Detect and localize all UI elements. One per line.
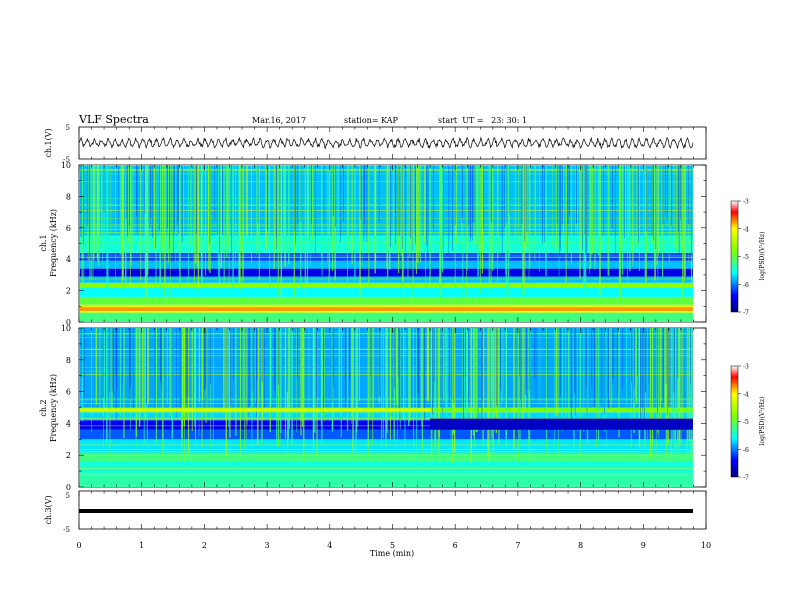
ch1-colorbar: -3 -4 -5 -6 -7 log(PSD)(V²/Hz): [730, 199, 766, 317]
colorbar-tick-label: -6: [743, 282, 749, 289]
header-date: Mar.16, 2017: [252, 116, 306, 125]
freq-tick-label: 0: [66, 318, 71, 327]
freq-tick-label: 2: [66, 451, 71, 460]
ch2-colorbar-label: log(PSD)(V²/Hz): [759, 397, 766, 446]
colorbar-tick-label: -6: [743, 447, 749, 454]
ch1-colorbar-gradient: [730, 200, 739, 313]
ch1-ylabel: ch.1(V): [44, 128, 53, 157]
ch1-colorbar-label: log(PSD)(V²/Hz): [759, 232, 766, 281]
colorbar-tick-label: -3: [743, 364, 749, 371]
freq-tick-label: 10: [61, 324, 71, 333]
no-data-margin: [693, 165, 706, 322]
freq-tick-label: 4: [66, 255, 71, 264]
time-tick-label: 7: [515, 541, 520, 550]
ch1-spectrogram-image: [80, 165, 706, 322]
ch3-time-ticks: [78, 491, 707, 529]
ch2-colorbar-ticks: -3 -4 -5 -6 -7: [738, 364, 749, 482]
ch2-colorbar: -3 -4 -5 -6 -7 log(PSD)(V²/Hz): [730, 364, 766, 482]
time-tick-label: 6: [453, 541, 458, 550]
ch3-ytick-bottom: -5: [63, 526, 70, 534]
spectrogram-band: [80, 268, 693, 277]
time-tick-label: 2: [202, 541, 207, 550]
colorbar-tick-label: -5: [743, 419, 749, 426]
time-tick-label: 0: [76, 541, 81, 550]
time-tick-label: 3: [265, 541, 270, 550]
ch3-ytick-top: 5: [66, 492, 70, 500]
spectrogram-band: [80, 312, 693, 322]
ch3-waveform-panel: ch.3(V) 5 -5 0 1 2 3 4 5 6 7 8 9 10 Time (min): [44, 490, 711, 558]
spectrogram-band: [80, 276, 693, 283]
quiet-band: [430, 418, 693, 430]
freq-tick-label: 6: [66, 224, 71, 233]
ch1-spec-yticks: 0 2 4 6 8 10: [61, 161, 706, 327]
spectrogram-band: [80, 461, 693, 475]
ch2-spec-ylabel-freq: Frequency (kHz): [49, 374, 58, 442]
freq-tick-label: 6: [66, 388, 71, 397]
time-axis-label: Time (min): [370, 549, 414, 558]
ch1-ytick-top: 5: [66, 124, 70, 132]
colorbar-tick-label: -3: [743, 199, 749, 206]
spectrogram-band: [80, 474, 693, 487]
freq-tick-label: 8: [66, 356, 71, 365]
freq-tick-label: 0: [66, 483, 71, 492]
emission-band: [80, 408, 432, 412]
time-tick-label: 10: [701, 541, 711, 550]
freq-tick-label: 4: [66, 419, 71, 428]
header-station: station= KAP: [344, 116, 399, 125]
ch1-spectrogram-panel: 0 2 4 6 8 10 ch.1 Frequency (kHz): [39, 161, 707, 327]
ch1-waveform-panel: ch.1(V) 5 -5: [44, 124, 707, 164]
freq-tick-label: 2: [66, 287, 71, 296]
time-tick-label: 4: [327, 541, 332, 550]
ch3-ylabel: ch.3(V): [44, 495, 53, 524]
ch1-colorbar-ticks: -3 -4 -5 -6 -7: [738, 199, 749, 317]
colorbar-tick-label: -7: [743, 310, 749, 317]
time-tick-label: 5: [390, 541, 395, 550]
ch1-time-ticks: [78, 127, 707, 159]
colorbar-tick-label: -5: [743, 254, 749, 261]
freq-tick-label: 10: [61, 161, 71, 170]
ch1-spec-ylabel-channel: ch.1: [39, 234, 48, 251]
freq-tick-label: 8: [66, 192, 71, 201]
spectrogram-band: [80, 287, 693, 297]
colorbar-tick-label: -4: [743, 226, 749, 233]
spectrogram-band: [80, 296, 693, 305]
time-tick-label: 9: [641, 541, 646, 550]
colorbar-tick-label: -7: [743, 475, 749, 482]
spectrogram-band: [80, 453, 693, 462]
no-data-margin: [693, 328, 706, 487]
time-tick-label: 1: [139, 541, 144, 550]
ch2-spec-ylabel-channel: ch.2: [39, 399, 48, 416]
ch2-spec-time-ticks: [78, 328, 707, 487]
ch1-spec-ylabel-freq: Frequency (kHz): [49, 209, 58, 277]
ch2-spectrogram-panel: 0 2 4 6 8 10 ch.2 Frequency (kHz): [39, 324, 707, 492]
time-axis-tick-labels: 0 1 2 3 4 5 6 7 8 9 10: [76, 541, 711, 550]
ch1-waveform-trace: [78, 136, 694, 150]
ch2-spectrogram-image: [80, 328, 706, 487]
ch2-colorbar-gradient: [730, 365, 739, 478]
ch1-ytick-bottom: -5: [63, 156, 70, 164]
ch3-waveform-trace: [79, 509, 693, 513]
emission-band: [80, 307, 693, 312]
ch2-spec-yticks: 0 2 4 6 8 10: [61, 324, 706, 492]
ch1-spec-time-ticks: [78, 165, 707, 322]
colorbar-tick-label: -4: [743, 391, 749, 398]
spectrogram-band: [80, 282, 693, 288]
header-start-time: start UT = 23: 30: 1: [438, 116, 527, 125]
time-tick-label: 8: [578, 541, 583, 550]
figure-title: VLF Spectra: [78, 113, 149, 126]
